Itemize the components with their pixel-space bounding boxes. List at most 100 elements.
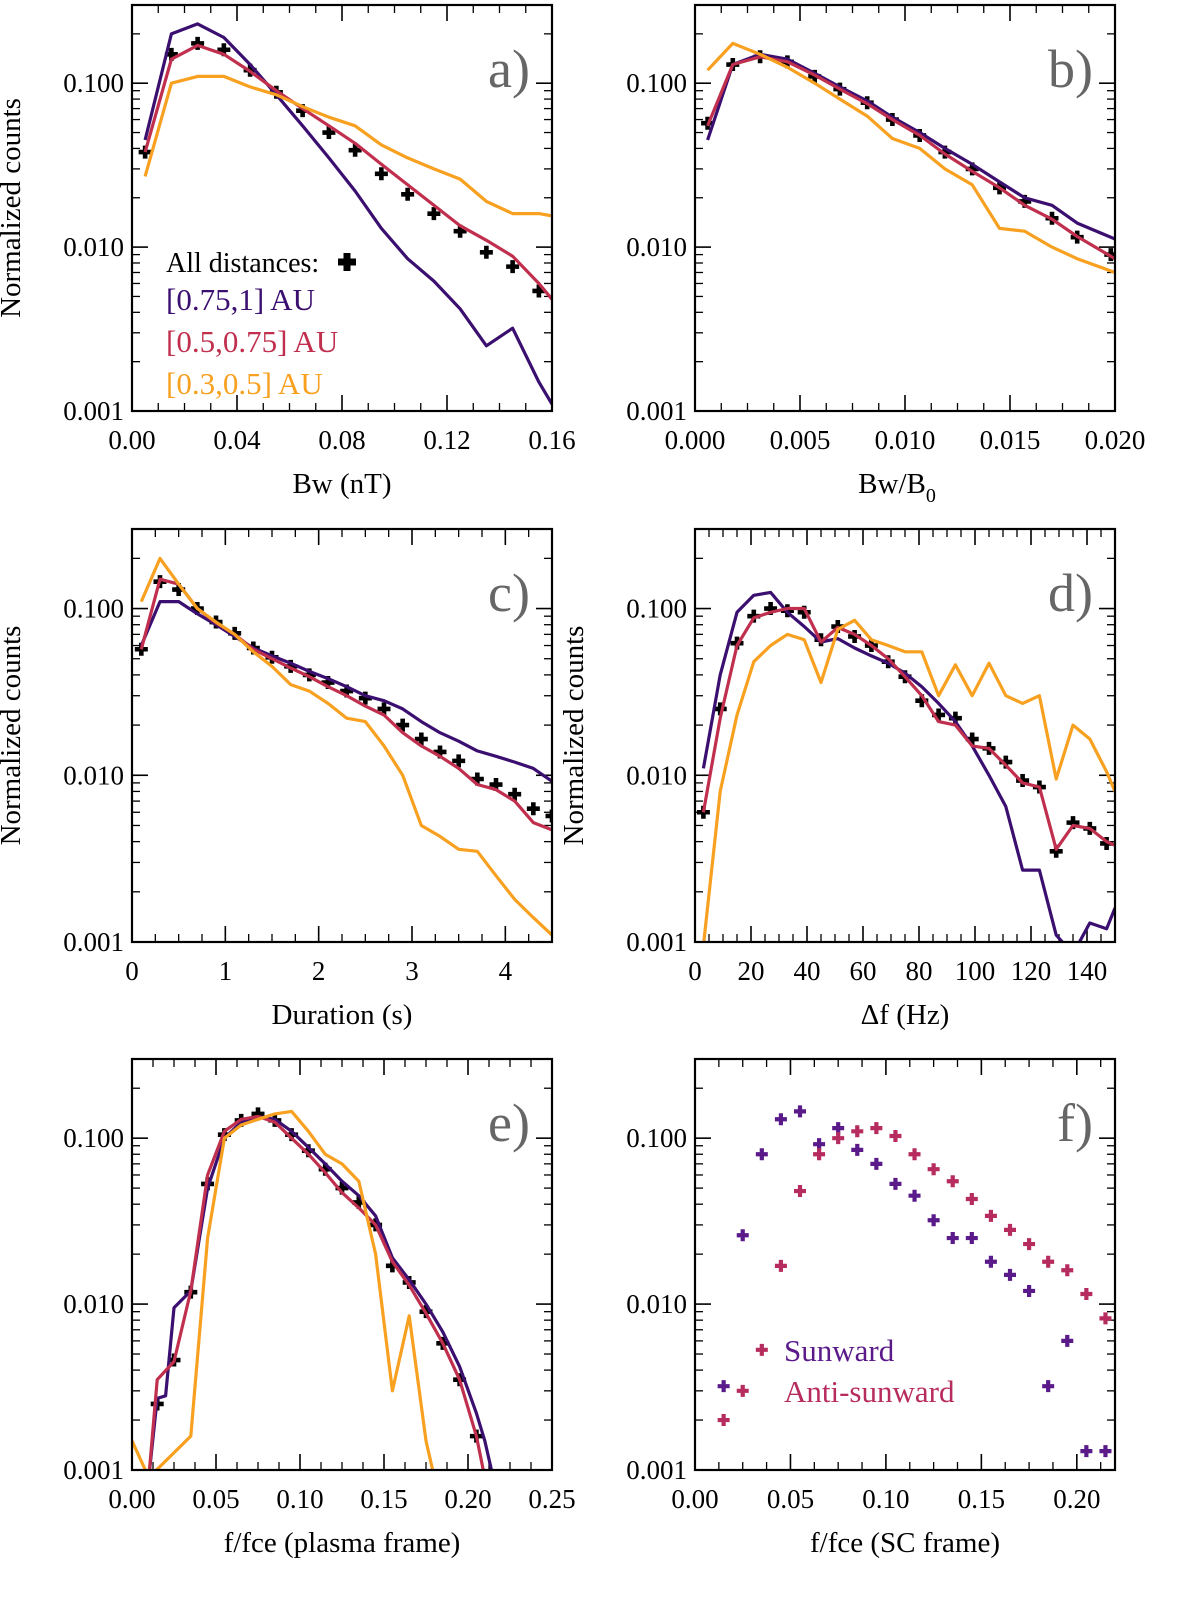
- data-point-f-1: [736, 1384, 749, 1397]
- ytick-label: 0.010: [626, 232, 687, 262]
- panel-label: c): [488, 563, 530, 623]
- data-point-f-1: [889, 1130, 902, 1143]
- legend-direction: Sunward Anti-sunward: [784, 1333, 955, 1409]
- data-point-f-1: [774, 1259, 787, 1272]
- data-point-f-0: [1023, 1284, 1036, 1297]
- xtick-label: 40: [794, 956, 821, 986]
- panel-label: f): [1057, 1093, 1093, 1153]
- ytick-label: 0.010: [63, 760, 124, 790]
- legend-entry: Anti-sunward: [784, 1374, 955, 1409]
- data-point-f-1: [1080, 1288, 1093, 1301]
- data-point-f-0: [851, 1143, 864, 1156]
- ytick-label: 0.100: [626, 1123, 687, 1153]
- series-line-d-1: [701, 590, 1115, 942]
- xtick-label: 0.10: [862, 1484, 909, 1514]
- data-point-f-0: [1099, 1445, 1112, 1458]
- panel-b: 0.001 0.010 0.100 0.000 0.005 0.010 0.015 0.020…: [626, 3, 1146, 507]
- xtick-label: 0.12: [423, 425, 470, 455]
- xtick-label: 0.04: [213, 425, 261, 455]
- data-point-f-1: [1099, 1312, 1112, 1325]
- ytick-label: 0.100: [63, 594, 124, 624]
- data-point-f-0: [946, 1232, 959, 1245]
- xtick-label: 120: [1011, 956, 1052, 986]
- panel-e: 0.001 0.010 0.100 0.00 0.05 0.10 0.15 0.20 0.25 e…: [63, 1057, 576, 1559]
- data-point-f-0: [794, 1105, 806, 1118]
- data-point-a-0: [479, 245, 493, 259]
- x-axis-label: Δf (Hz): [861, 999, 950, 1031]
- xtick-label: 0.000: [665, 425, 726, 455]
- data-point-f-1: [1023, 1238, 1036, 1251]
- xtick-label: 0.05: [192, 1484, 239, 1514]
- ytick-label: 0.001: [63, 396, 124, 426]
- legend-entry: Sunward: [784, 1333, 895, 1368]
- series-line-d-2: [701, 606, 1115, 851]
- data-point-c-0: [414, 732, 428, 746]
- legend-entry: [0.5,0.75] AU: [166, 324, 338, 359]
- data-point-f-1: [813, 1148, 826, 1161]
- data-point-c-0: [452, 754, 466, 768]
- y-axis-label: Normalized counts: [558, 626, 590, 846]
- data-point-f-1: [908, 1148, 921, 1161]
- series-line-a-1: [143, 22, 552, 406]
- x-axis-label: Bw (nT): [292, 468, 391, 500]
- xtick-label: 0.20: [444, 1484, 491, 1514]
- data-point-f-0: [965, 1232, 978, 1245]
- data-point-f-1: [851, 1125, 864, 1138]
- xtick-label: 3: [405, 956, 419, 986]
- xtick-label: 20: [738, 956, 765, 986]
- data-point-f-0: [984, 1255, 997, 1268]
- series-line-e-3: [132, 1109, 435, 1470]
- ytick-label: 0.001: [626, 927, 687, 957]
- legend-entry: [0.75,1] AU: [166, 282, 315, 317]
- ytick-label: 0.100: [63, 68, 124, 98]
- xtick-label: 0.010: [875, 425, 936, 455]
- data-point-c-0: [526, 802, 540, 816]
- xtick-label: 0: [688, 956, 702, 986]
- xtick-label: 4: [499, 956, 513, 986]
- ytick-label: 0.001: [63, 1455, 124, 1485]
- data-point-f-1: [927, 1163, 940, 1176]
- data-point-f-1: [965, 1192, 978, 1205]
- ytick-label: 0.010: [626, 760, 687, 790]
- x-axis-label: Bw/B0: [858, 468, 936, 507]
- data-point-f-0: [736, 1229, 749, 1242]
- ytick-label: 0.001: [626, 1455, 687, 1485]
- data-point-c-0: [396, 718, 410, 732]
- xtick-label: 0.005: [770, 425, 831, 455]
- ytick-label: 0.001: [63, 927, 124, 957]
- series-line-e-1: [147, 1114, 494, 1470]
- series-line-b-1: [706, 52, 1115, 241]
- xtick-label: 0.015: [980, 425, 1041, 455]
- xtick-label: 140: [1067, 956, 1108, 986]
- data-point-f-1: [870, 1122, 883, 1135]
- xtick-label: 0.16: [528, 425, 575, 455]
- y-axis-label: Normalized counts: [0, 626, 27, 846]
- data-point-f-0: [832, 1122, 845, 1135]
- x-axis-label: Duration (s): [272, 999, 413, 1031]
- data-point-f-1: [1004, 1223, 1016, 1236]
- data-point-c-0: [508, 787, 522, 801]
- data-point-f-1: [755, 1343, 768, 1356]
- xtick-label: 0.15: [958, 1484, 1005, 1514]
- xtick-label: 0: [125, 956, 139, 986]
- xtick-label: 0.15: [360, 1484, 407, 1514]
- legend-marker-all: [338, 253, 356, 271]
- xtick-label: 100: [955, 956, 996, 986]
- y-axis-label: Normalized counts: [0, 98, 27, 318]
- xtick-label: 1: [219, 956, 233, 986]
- data-point-f-1: [1042, 1255, 1055, 1268]
- xtick-label: 0.020: [1085, 425, 1146, 455]
- ytick-label: 0.010: [63, 1289, 124, 1319]
- legend-title: All distances:: [166, 248, 319, 279]
- ytick-label: 0.100: [626, 68, 687, 98]
- data-point-f-0: [1004, 1268, 1016, 1281]
- xtick-label: 0.08: [318, 425, 365, 455]
- legend-entry: [0.3,0.5] AU: [166, 366, 323, 401]
- panel-label: d): [1048, 563, 1093, 623]
- x-axis-label: f/fce (plasma frame): [224, 1527, 461, 1559]
- x-axis-label: f/fce (SC frame): [810, 1527, 1000, 1559]
- series-line-d-3: [702, 618, 1115, 942]
- data-point-f-1: [794, 1185, 806, 1198]
- data-point-f-0: [1080, 1445, 1093, 1458]
